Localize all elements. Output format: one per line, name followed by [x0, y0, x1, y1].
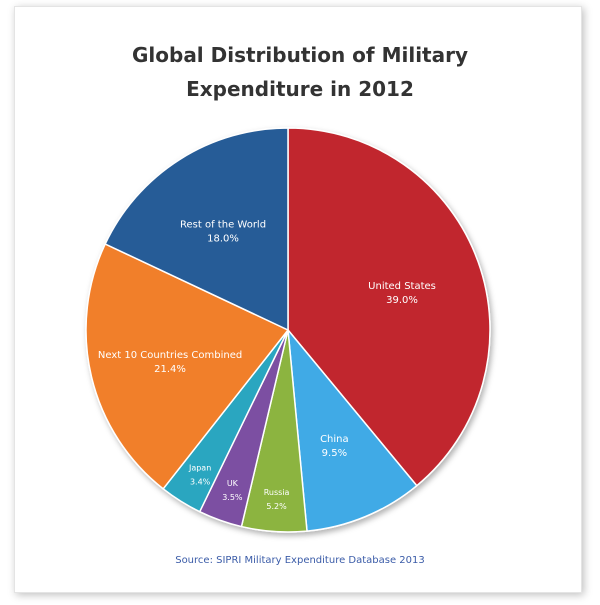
- slice-label-5: Next 10 Countries Combined 21.4%: [98, 350, 242, 375]
- pie-slice-5: [85, 242, 290, 490]
- pie-slice-6: [104, 127, 289, 332]
- pie-slice-0: [287, 127, 491, 487]
- source-note: Source: SIPRI Military Expenditure Datab…: [175, 555, 425, 566]
- slice-label-4: Japan 3.4%: [188, 463, 211, 486]
- slice-label-2: Russia 5.2%: [264, 488, 290, 511]
- slice-label-0: United States 39.0%: [368, 281, 436, 306]
- chart-title-line-2: Expenditure in 2012: [186, 77, 414, 101]
- slice-label-6: Rest of the World 18.0%: [180, 220, 266, 245]
- chart-title: Global Distribution of Military Expendit…: [0, 38, 600, 106]
- chart-title-line-1: Global Distribution of Military: [131, 43, 469, 67]
- pie-slice-1: [287, 327, 418, 532]
- slice-label-1: China 9.5%: [320, 434, 349, 459]
- slice-label-3: UK 3.5%: [222, 479, 243, 502]
